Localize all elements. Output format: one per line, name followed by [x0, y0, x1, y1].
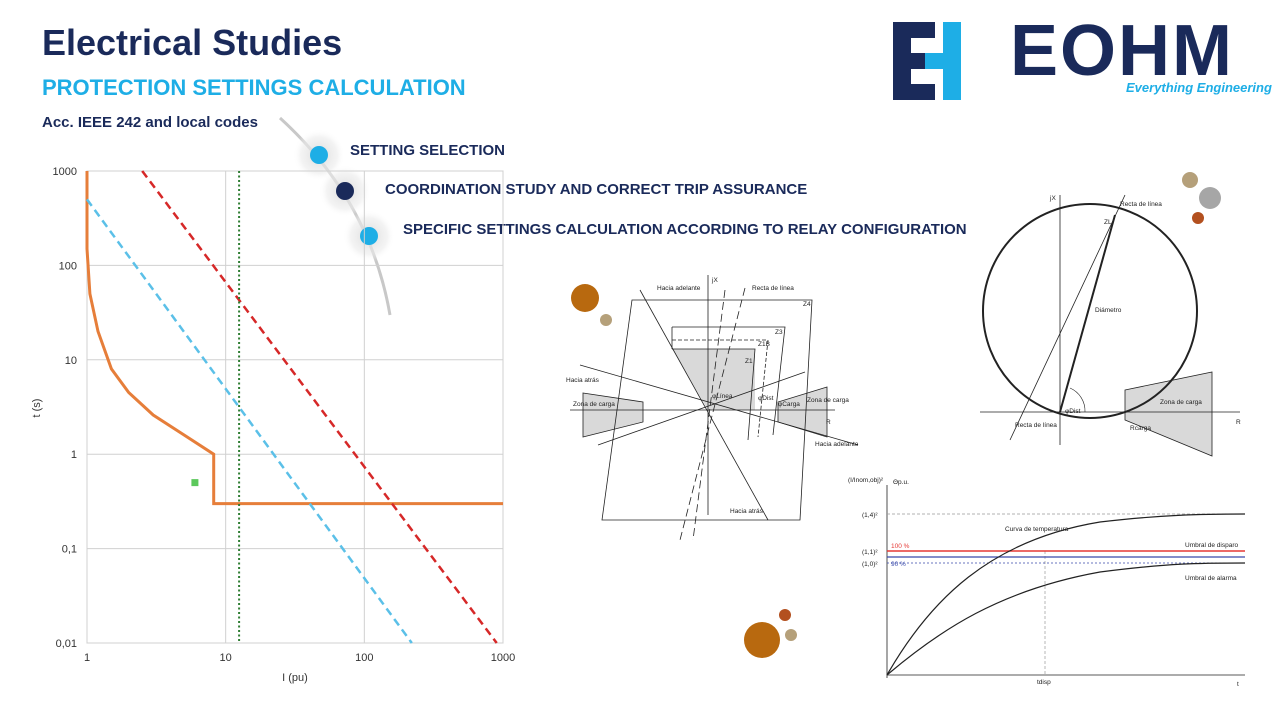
chart-xtick-label: 100 — [355, 652, 373, 664]
svg-text:R: R — [826, 419, 831, 426]
svg-text:(I/Inom,obj)²: (I/Inom,obj)² — [848, 477, 884, 484]
svg-text:jX: jX — [711, 277, 718, 284]
svg-text:ZL: ZL — [1104, 219, 1112, 226]
svg-text:Umbral de disparo: Umbral de disparo — [1185, 542, 1238, 549]
svg-text:φCarga: φCarga — [778, 401, 800, 408]
svg-text:Θp.u.: Θp.u. — [893, 479, 909, 486]
chart-ytick-label: 0,1 — [62, 544, 77, 556]
bullet-setting-selection: SETTING SELECTION — [350, 142, 506, 159]
chart-ytick-label: 10 — [65, 355, 77, 367]
chart-ytick-label: 100 — [59, 260, 77, 272]
svg-text:Hacia atrás: Hacia atrás — [566, 377, 600, 384]
chart-ytick-label: 0,01 — [56, 638, 77, 650]
svg-text:Zona de carga: Zona de carga — [807, 397, 849, 404]
svg-text:Umbral de alarma: Umbral de alarma — [1185, 575, 1237, 582]
chart-xtick-label: 1 — [84, 652, 90, 664]
codes-note: Acc. IEEE 242 and local codes — [42, 114, 258, 131]
chart-ylabel: t (s) — [31, 399, 43, 418]
chart-xlabel: I (pu) — [282, 672, 308, 684]
page-subtitle: PROTECTION SETTINGS CALCULATION — [42, 75, 466, 100]
svg-text:Hacia adelante: Hacia adelante — [815, 441, 859, 448]
mho-labels: jX Recta de línea ZL Diámetro φDist Zona… — [1015, 195, 1241, 432]
svg-text:φLínea: φLínea — [712, 393, 733, 400]
bullet-coordination-study: COORDINATION STUDY AND CORRECT TRIP ASSU… — [385, 181, 808, 198]
chart-xtick-label: 10 — [220, 652, 232, 664]
svg-text:Rcarga: Rcarga — [1130, 425, 1151, 432]
svg-text:Recta de línea: Recta de línea — [1120, 201, 1162, 208]
svg-text:Recta de línea: Recta de línea — [752, 285, 794, 292]
logo-tagline: Everything Engineering — [1126, 80, 1272, 95]
chart-grid — [86, 170, 504, 644]
svg-text:φDist: φDist — [1065, 408, 1081, 415]
svg-text:Zona de carga: Zona de carga — [1160, 399, 1202, 406]
distance-labels: jX Hacia adelante Recta de línea Z4 Z3 Z… — [566, 277, 859, 515]
svg-text:(1,4)²: (1,4)² — [862, 512, 878, 519]
svg-text:Curva de temperatura: Curva de temperatura — [1005, 526, 1069, 533]
svg-text:Z4: Z4 — [803, 301, 811, 308]
svg-text:(1,1)²: (1,1)² — [862, 549, 878, 556]
svg-text:R: R — [1236, 419, 1241, 426]
svg-text:Diámetro: Diámetro — [1095, 307, 1122, 314]
chart-series — [85, 170, 503, 644]
chart-series-line-2 — [85, 198, 413, 644]
page-title: Electrical Studies — [42, 22, 343, 63]
chart-ytick-label: 1000 — [53, 166, 77, 178]
svg-text:t: t — [1237, 681, 1239, 688]
chart-marker-point — [191, 479, 199, 487]
svg-text:jX: jX — [1049, 195, 1056, 202]
svg-text:φDist: φDist — [758, 395, 774, 402]
svg-text:(1,0)²: (1,0)² — [862, 561, 878, 568]
chart-xtick-label: 1000 — [491, 652, 515, 664]
logo-wordmark: EOHM — [1010, 11, 1234, 91]
chart-series-line-1 — [85, 171, 503, 506]
bullet-specific-settings: SPECIFIC SETTINGS CALCULATION ACCORDING … — [403, 221, 967, 238]
svg-text:Z3: Z3 — [775, 329, 783, 336]
chart-series-line-3 — [141, 170, 498, 644]
svg-text:90 %: 90 % — [891, 561, 906, 568]
svg-text:Hacia atrás: Hacia atrás — [730, 508, 764, 515]
svg-text:Recta de línea: Recta de línea — [1015, 422, 1057, 429]
svg-text:Z1: Z1 — [745, 358, 753, 365]
svg-text:100 %: 100 % — [891, 543, 910, 550]
svg-text:Hacia adelante: Hacia adelante — [657, 285, 701, 292]
svg-text:Z1B: Z1B — [758, 341, 770, 348]
svg-text:tdisp: tdisp — [1037, 679, 1051, 686]
thermal-labels: (I/Inom,obj)² Θp.u. (1,4)² (1,1)² (1,0)²… — [848, 477, 1239, 688]
svg-text:Zona de carga: Zona de carga — [573, 401, 615, 408]
chart-ticks: 1 10 100 1000 1000 100 10 1 0,1 0,01 — [53, 166, 516, 664]
chart-ytick-label: 1 — [71, 449, 77, 461]
